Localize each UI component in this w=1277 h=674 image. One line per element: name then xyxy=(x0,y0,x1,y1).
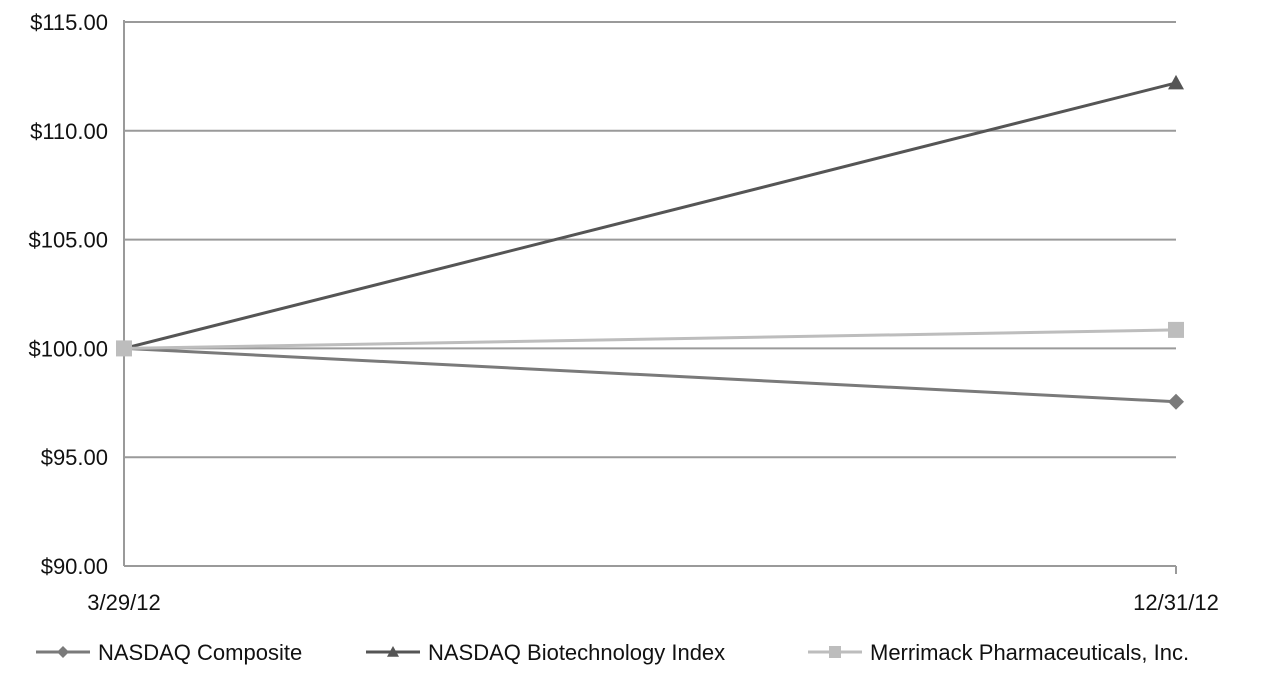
y-tick-label: $100.00 xyxy=(28,336,108,361)
x-tick-label: 12/31/12 xyxy=(1133,590,1219,615)
legend-label: Merrimack Pharmaceuticals, Inc. xyxy=(870,640,1189,665)
y-tick-label: $105.00 xyxy=(28,228,108,253)
series-triangle xyxy=(116,74,1184,355)
data-point-square xyxy=(116,340,132,357)
legend-item: NASDAQ Composite xyxy=(36,640,302,665)
legend: NASDAQ Composite NASDAQ Biotechnology Ind… xyxy=(36,640,1189,665)
data-point-square xyxy=(1168,321,1184,338)
y-tick-label: $115.00 xyxy=(30,10,108,35)
series-line xyxy=(123,81,1177,350)
data-point-diamond xyxy=(1168,393,1184,410)
legend-item: Merrimack Pharmaceuticals, Inc. xyxy=(808,640,1189,665)
legend-label: NASDAQ Composite xyxy=(98,640,302,665)
axes xyxy=(123,20,1177,574)
data-point-diamond xyxy=(57,646,69,658)
series-diamond xyxy=(116,340,1184,410)
series-line xyxy=(123,346,1177,404)
legend-label: NASDAQ Biotechnology Index xyxy=(428,640,725,665)
y-tick-label: $110.00 xyxy=(30,119,108,144)
gridlines xyxy=(124,21,1176,459)
legend-item: NASDAQ Biotechnology Index xyxy=(366,640,725,665)
series-square xyxy=(116,321,1184,357)
x-tick-label: 3/29/12 xyxy=(87,590,160,615)
y-tick-label: $95.00 xyxy=(41,445,108,470)
series-line xyxy=(123,328,1177,350)
data-point-triangle xyxy=(387,646,399,657)
y-tick-label: $90.00 xyxy=(41,554,108,579)
data-point-triangle xyxy=(1168,74,1184,90)
x-axis-tick-labels: 3/29/12 12/31/12 xyxy=(87,590,1219,615)
data-point-square xyxy=(829,646,841,658)
series-lines xyxy=(116,74,1184,410)
y-axis-tick-labels: $90.00 $95.00 $100.00 $105.00 $110.00 $115.00 xyxy=(28,10,108,579)
